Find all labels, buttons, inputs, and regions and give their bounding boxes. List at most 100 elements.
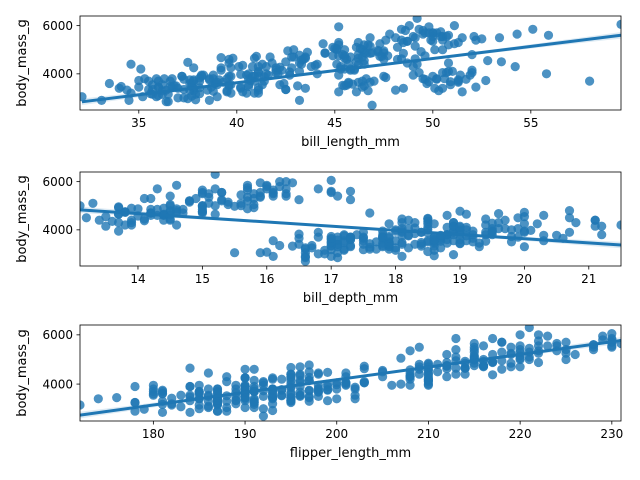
- data-point: [112, 393, 122, 403]
- data-point: [410, 33, 420, 43]
- data-point: [494, 33, 505, 43]
- data-point: [496, 57, 506, 67]
- data-point: [313, 184, 323, 194]
- data-point: [184, 196, 195, 206]
- data-point: [300, 256, 310, 266]
- data-point: [396, 379, 406, 389]
- data-point: [471, 35, 481, 45]
- data-point: [217, 195, 227, 205]
- x-tick-label: 20: [517, 272, 532, 286]
- data-point: [222, 402, 232, 413]
- data-point: [597, 221, 607, 231]
- data-point: [515, 362, 525, 372]
- data-point: [359, 364, 369, 374]
- data-point: [133, 204, 143, 214]
- data-point: [442, 349, 452, 360]
- x-tick-label: 45: [327, 116, 342, 130]
- data-point: [286, 396, 296, 406]
- data-point: [294, 95, 305, 105]
- data-point: [323, 396, 333, 406]
- data-point: [148, 390, 158, 400]
- data-point: [146, 193, 156, 204]
- data-point: [94, 215, 104, 225]
- data-point: [172, 180, 182, 190]
- x-tick-label: 40: [229, 116, 244, 130]
- data-point: [134, 82, 144, 92]
- data-point: [359, 40, 369, 50]
- data-point: [326, 233, 336, 243]
- data-point: [350, 384, 360, 394]
- data-point: [451, 352, 461, 362]
- data-point: [424, 22, 434, 32]
- data-point: [230, 248, 240, 258]
- data-point: [157, 407, 168, 417]
- data-point: [397, 239, 407, 249]
- data-point: [396, 353, 406, 363]
- data-point: [157, 389, 168, 399]
- data-point: [161, 97, 171, 107]
- data-point: [539, 230, 549, 240]
- data-point: [120, 220, 130, 230]
- data-point: [541, 69, 552, 79]
- data-point: [332, 384, 342, 394]
- data-point: [152, 184, 162, 194]
- data-point: [414, 342, 424, 352]
- regression-line: [80, 339, 621, 417]
- data-point: [261, 69, 271, 79]
- data-point: [449, 21, 459, 31]
- y-tick-label: 6000: [42, 19, 73, 33]
- data-point: [313, 385, 323, 395]
- y-tick-label: 6000: [42, 328, 73, 342]
- data-point: [353, 77, 363, 87]
- x-tick-label: 230: [600, 427, 623, 441]
- data-point: [469, 342, 479, 352]
- data-point: [455, 222, 465, 232]
- data-point: [506, 225, 517, 235]
- data-point: [515, 354, 525, 365]
- data-point: [384, 239, 394, 249]
- data-point: [526, 225, 536, 235]
- data-point: [268, 236, 278, 246]
- data-point: [381, 72, 391, 83]
- data-point: [487, 226, 497, 236]
- data-point: [410, 41, 420, 51]
- data-point: [552, 338, 562, 349]
- data-point: [365, 33, 375, 43]
- plot-area: [80, 16, 621, 110]
- data-point: [231, 380, 241, 390]
- data-point: [238, 60, 248, 70]
- data-point: [345, 195, 356, 205]
- x-tick-label: 16: [259, 272, 274, 286]
- data-point: [426, 35, 436, 45]
- data-point: [230, 201, 240, 211]
- x-axis-label: bill_depth_mm: [303, 291, 398, 306]
- data-point: [287, 178, 298, 188]
- data-point: [80, 92, 87, 102]
- data-point: [88, 198, 98, 208]
- data-point: [80, 400, 85, 410]
- data-point: [323, 367, 333, 377]
- y-axis-label: body_mass_g: [15, 19, 30, 107]
- data-point: [176, 402, 186, 412]
- data-point: [512, 29, 522, 39]
- data-point: [255, 248, 265, 258]
- data-point: [197, 189, 207, 199]
- regression-line: [80, 208, 621, 247]
- data-point: [543, 331, 553, 341]
- data-point: [271, 65, 281, 75]
- data-point: [265, 52, 275, 62]
- data-point: [465, 70, 475, 80]
- data-point: [443, 58, 454, 68]
- data-point: [429, 219, 439, 229]
- data-point: [210, 172, 220, 179]
- data-point: [104, 78, 114, 89]
- data-point: [185, 363, 195, 373]
- y-tick-label: 4000: [42, 223, 73, 237]
- data-point: [398, 48, 408, 59]
- data-point: [506, 342, 516, 352]
- data-point: [519, 242, 530, 252]
- data-point: [445, 77, 456, 87]
- regression-line: [81, 33, 621, 104]
- data-point: [392, 42, 403, 52]
- data-point: [359, 378, 369, 388]
